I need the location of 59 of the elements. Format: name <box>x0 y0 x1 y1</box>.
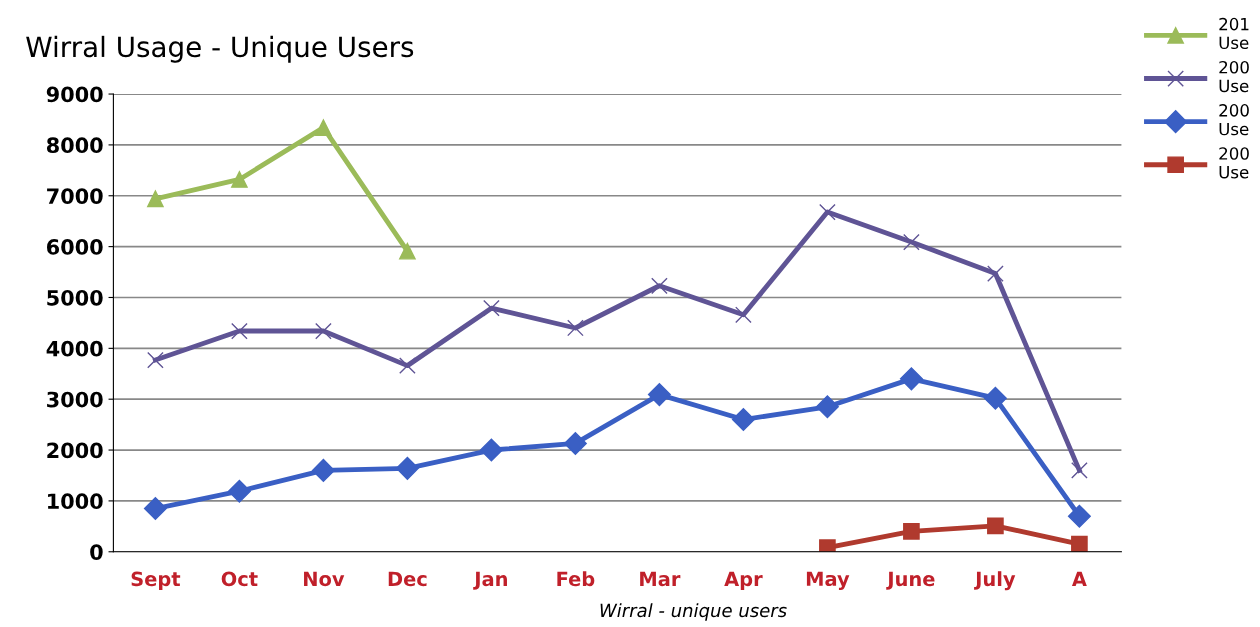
y-tick-label: 6000 <box>46 239 103 255</box>
point <box>399 242 416 260</box>
point <box>143 497 167 521</box>
point <box>1071 535 1088 552</box>
x-tick-label: Mar <box>640 571 681 587</box>
legend-label: 200 Use <box>1219 104 1249 136</box>
y-tick-label: 8000 <box>46 137 103 154</box>
point <box>231 322 248 340</box>
y-tick-label: 7000 <box>47 188 103 204</box>
x-tick-label: Apr <box>724 571 763 591</box>
x-tick-label: July <box>974 571 1016 591</box>
point <box>987 517 1004 535</box>
y-tick-label: 9000 <box>46 86 103 103</box>
x-tick-label: Nov <box>304 571 345 587</box>
point <box>311 458 335 482</box>
point <box>231 171 248 188</box>
point <box>647 383 671 407</box>
y-tick-label: 0 <box>90 544 103 560</box>
y-tick-label: 3000 <box>47 391 103 408</box>
point <box>815 395 839 419</box>
point <box>987 265 1004 282</box>
point <box>819 203 836 221</box>
y-tick-label: 2000 <box>47 442 103 459</box>
point <box>147 351 164 369</box>
chart-title: Wirral Usage - Unique Users <box>26 35 414 63</box>
point <box>983 386 1007 410</box>
x-tick-label: Dec <box>388 571 427 587</box>
x-tick-label: A <box>1071 571 1087 586</box>
point <box>399 357 416 374</box>
legend-label: 200 Use <box>1219 60 1249 93</box>
point <box>395 456 419 480</box>
point <box>1067 504 1091 528</box>
point <box>483 299 500 317</box>
text: Wirral - unique users <box>600 603 787 621</box>
point <box>315 119 332 136</box>
y-tick-label: 4000 <box>46 340 103 357</box>
x-tick-label: Sept <box>131 571 181 591</box>
point <box>479 438 503 462</box>
point <box>735 306 752 324</box>
point <box>147 190 164 208</box>
y-tick-label: 5000 <box>47 289 103 306</box>
point <box>1071 462 1088 479</box>
point <box>567 319 584 337</box>
x-tick-label: May <box>806 571 850 591</box>
legend-label: 201 Use <box>1219 17 1249 50</box>
point <box>903 523 920 540</box>
point <box>899 367 923 391</box>
point <box>651 277 668 295</box>
x-tick-label: Jan <box>473 571 507 590</box>
point <box>315 322 332 340</box>
y-tick-label: 1000 <box>48 493 103 510</box>
legend-label: 200 Use <box>1219 147 1249 179</box>
point <box>227 479 251 503</box>
point <box>903 233 920 251</box>
x-tick-label: Oct <box>221 571 258 587</box>
point <box>731 408 755 432</box>
point <box>563 431 587 455</box>
x-tick-label: Feb <box>557 571 595 587</box>
x-tick-label: June <box>886 571 935 590</box>
